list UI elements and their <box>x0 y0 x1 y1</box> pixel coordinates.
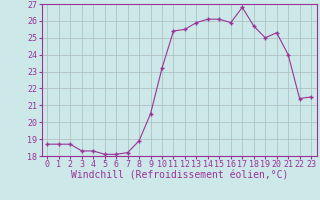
X-axis label: Windchill (Refroidissement éolien,°C): Windchill (Refroidissement éolien,°C) <box>70 171 288 181</box>
